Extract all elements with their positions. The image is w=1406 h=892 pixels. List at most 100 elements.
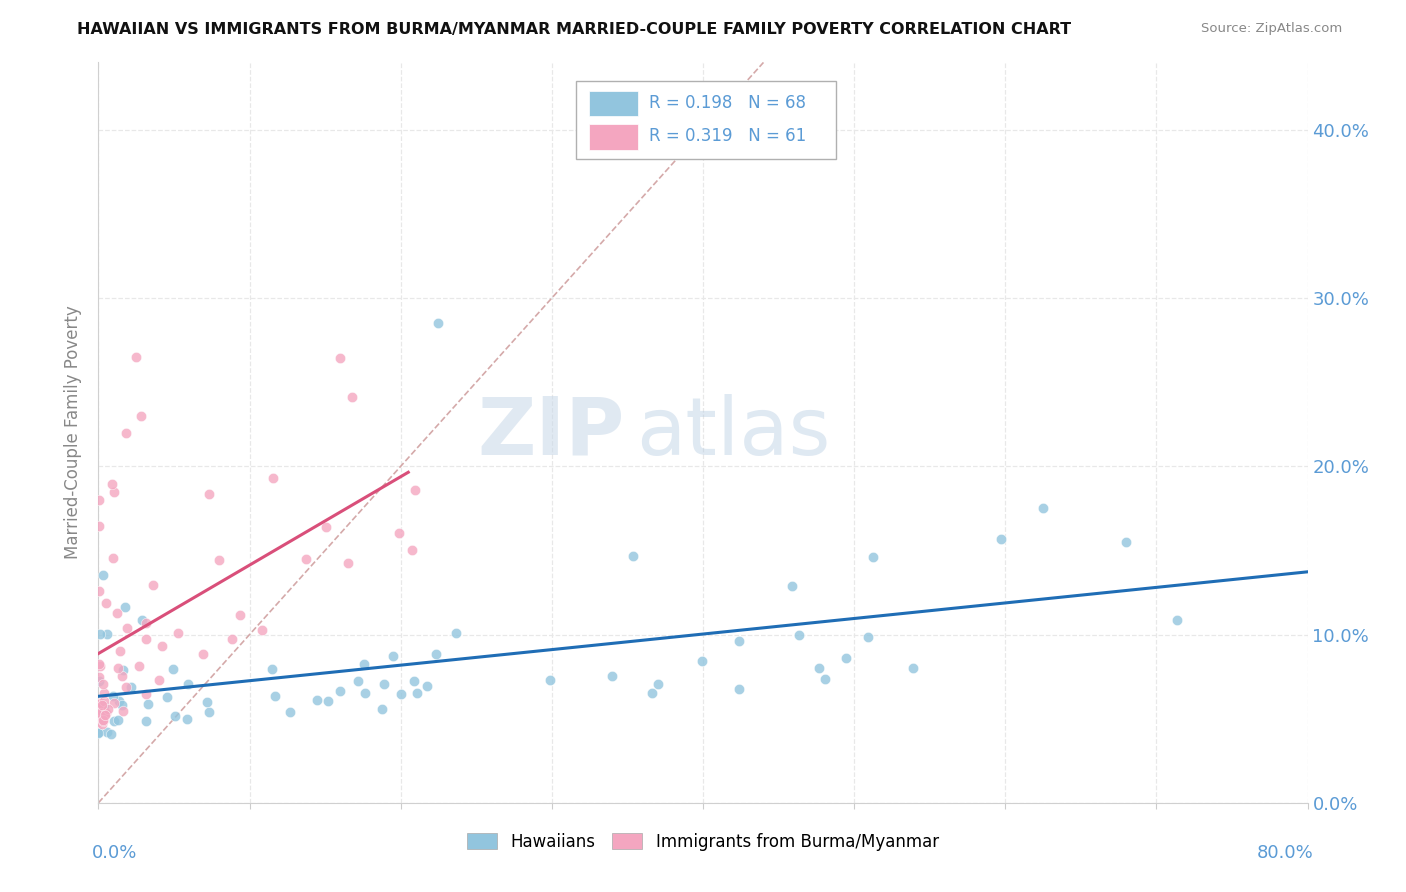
Point bbox=[87, 696, 110, 710]
FancyBboxPatch shape bbox=[589, 91, 638, 117]
Point bbox=[404, 674, 426, 689]
Point bbox=[107, 660, 129, 674]
Point bbox=[427, 316, 450, 330]
Point bbox=[263, 690, 285, 704]
Point bbox=[163, 709, 186, 723]
Point bbox=[89, 703, 111, 717]
Point bbox=[813, 672, 835, 686]
FancyBboxPatch shape bbox=[576, 81, 837, 159]
Point bbox=[90, 696, 112, 710]
Point bbox=[108, 644, 131, 658]
Point bbox=[114, 425, 136, 440]
Point bbox=[94, 707, 117, 722]
Point bbox=[87, 670, 110, 684]
Point bbox=[401, 542, 423, 557]
Legend: Hawaiians, Immigrants from Burma/Myanmar: Hawaiians, Immigrants from Burma/Myanmar bbox=[461, 826, 945, 857]
Point bbox=[807, 661, 830, 675]
Point bbox=[727, 682, 749, 697]
Point bbox=[353, 686, 375, 700]
Point bbox=[87, 493, 110, 508]
Point bbox=[89, 703, 111, 717]
Point bbox=[115, 680, 138, 694]
Point bbox=[600, 669, 623, 683]
Point bbox=[114, 600, 136, 615]
Point bbox=[135, 714, 157, 728]
Point bbox=[94, 706, 117, 720]
Point bbox=[221, 632, 243, 646]
Point bbox=[136, 697, 159, 711]
Point bbox=[262, 471, 284, 485]
Point bbox=[538, 673, 561, 688]
Point bbox=[93, 704, 115, 718]
Point bbox=[371, 702, 394, 716]
Point bbox=[148, 673, 170, 687]
Point bbox=[425, 647, 447, 661]
Point bbox=[415, 679, 437, 693]
Point bbox=[93, 686, 115, 700]
Point bbox=[728, 633, 751, 648]
Point bbox=[89, 674, 111, 689]
Point bbox=[901, 661, 924, 675]
Point bbox=[388, 526, 411, 541]
Text: atlas: atlas bbox=[637, 393, 831, 472]
Point bbox=[278, 705, 301, 719]
Point bbox=[405, 686, 427, 700]
Text: HAWAIIAN VS IMMIGRANTS FROM BURMA/MYANMAR MARRIED-COUPLE FAMILY POVERTY CORRELAT: HAWAIIAN VS IMMIGRANTS FROM BURMA/MYANMA… bbox=[77, 22, 1071, 37]
Point bbox=[111, 704, 134, 718]
Point bbox=[128, 658, 150, 673]
Point bbox=[444, 626, 467, 640]
Point bbox=[787, 628, 810, 642]
Point bbox=[191, 647, 214, 661]
Point bbox=[404, 483, 426, 497]
Point bbox=[835, 651, 858, 665]
Text: ZIP: ZIP bbox=[477, 393, 624, 472]
Point bbox=[780, 579, 803, 593]
Point bbox=[1115, 535, 1137, 549]
Point bbox=[353, 657, 375, 672]
Point bbox=[156, 690, 179, 704]
Point bbox=[135, 615, 157, 630]
Point bbox=[100, 476, 122, 491]
Point bbox=[176, 712, 198, 726]
Point bbox=[621, 549, 644, 563]
Point bbox=[96, 627, 118, 641]
Point bbox=[103, 689, 125, 703]
Point bbox=[89, 715, 111, 730]
Point bbox=[112, 663, 135, 677]
Point bbox=[229, 607, 252, 622]
FancyBboxPatch shape bbox=[589, 124, 638, 150]
Point bbox=[89, 725, 111, 739]
Point bbox=[315, 520, 337, 534]
Point bbox=[94, 596, 117, 610]
Text: R = 0.198   N = 68: R = 0.198 N = 68 bbox=[648, 95, 806, 112]
Text: R = 0.319   N = 61: R = 0.319 N = 61 bbox=[648, 128, 806, 145]
Point bbox=[93, 698, 115, 713]
Point bbox=[129, 409, 152, 423]
Point bbox=[862, 550, 884, 565]
Point bbox=[100, 726, 122, 740]
Point bbox=[640, 686, 662, 700]
Point bbox=[305, 693, 328, 707]
Point bbox=[117, 621, 139, 635]
Point bbox=[162, 661, 184, 675]
Point bbox=[91, 713, 114, 727]
Point bbox=[91, 567, 114, 582]
Point bbox=[167, 626, 190, 640]
Point bbox=[250, 623, 273, 637]
Point bbox=[329, 683, 352, 698]
Point bbox=[318, 693, 340, 707]
Point bbox=[93, 694, 115, 708]
Point bbox=[346, 673, 368, 688]
Point bbox=[90, 707, 112, 722]
Point bbox=[90, 716, 112, 731]
Point bbox=[89, 659, 111, 673]
Point bbox=[107, 713, 129, 727]
Point bbox=[382, 648, 405, 663]
Text: 80.0%: 80.0% bbox=[1257, 844, 1313, 862]
Point bbox=[89, 519, 111, 533]
Point bbox=[105, 606, 128, 620]
Point bbox=[1032, 501, 1054, 516]
Point bbox=[262, 663, 284, 677]
Point bbox=[340, 391, 363, 405]
Point bbox=[120, 680, 142, 694]
